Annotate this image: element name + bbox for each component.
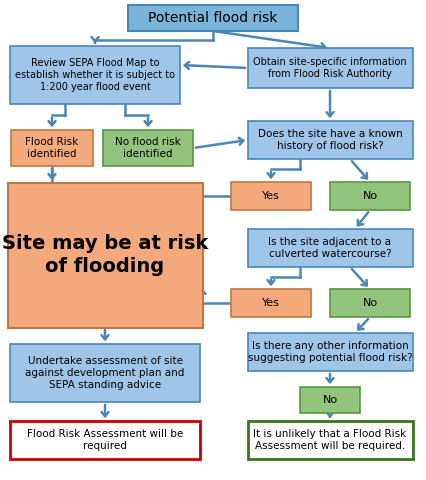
Bar [10, 421, 200, 459]
Bar [300, 387, 360, 413]
Text: Obtain site-specific information
from Flood Risk Authority: Obtain site-specific information from Fl… [253, 57, 407, 79]
Text: Flood Risk Assessment will be
required: Flood Risk Assessment will be required [27, 429, 183, 451]
Bar [330, 182, 410, 210]
Text: No flood risk
identified: No flood risk identified [115, 137, 181, 159]
Text: Undertake assessment of site
against development plan and
SEPA standing advice: Undertake assessment of site against dev… [25, 356, 185, 390]
Bar [231, 182, 311, 210]
Text: Does the site have a known
history of flood risk?: Does the site have a known history of fl… [258, 129, 403, 151]
Bar [128, 5, 298, 31]
Text: Yes: Yes [262, 298, 280, 308]
Bar [231, 289, 311, 317]
Bar [248, 333, 412, 371]
Bar [248, 121, 412, 159]
Bar [10, 344, 200, 402]
Text: Is the site adjacent to a
culverted watercourse?: Is the site adjacent to a culverted wate… [268, 237, 391, 259]
Bar [330, 289, 410, 317]
Bar [248, 229, 412, 267]
Text: No: No [322, 395, 337, 405]
Bar [248, 48, 412, 88]
Text: Site may be at risk
of flooding: Site may be at risk of flooding [2, 234, 208, 276]
Bar [103, 130, 193, 166]
Text: Is there any other information
suggesting potential flood risk?: Is there any other information suggestin… [248, 341, 412, 363]
Text: Yes: Yes [262, 191, 280, 201]
Text: It is unlikely that a Flood Risk
Assessment will be required.: It is unlikely that a Flood Risk Assessm… [253, 429, 407, 451]
Text: Potential flood risk: Potential flood risk [148, 11, 278, 25]
Bar [10, 46, 180, 104]
Bar [11, 130, 93, 166]
Text: No: No [363, 191, 377, 201]
Bar [8, 182, 202, 327]
Text: Flood Risk
identified: Flood Risk identified [26, 137, 79, 159]
Text: Review SEPA Flood Map to
establish whether it is subject to
1:200 year flood eve: Review SEPA Flood Map to establish wheth… [15, 58, 175, 92]
Text: No: No [363, 298, 377, 308]
Bar [248, 421, 412, 459]
